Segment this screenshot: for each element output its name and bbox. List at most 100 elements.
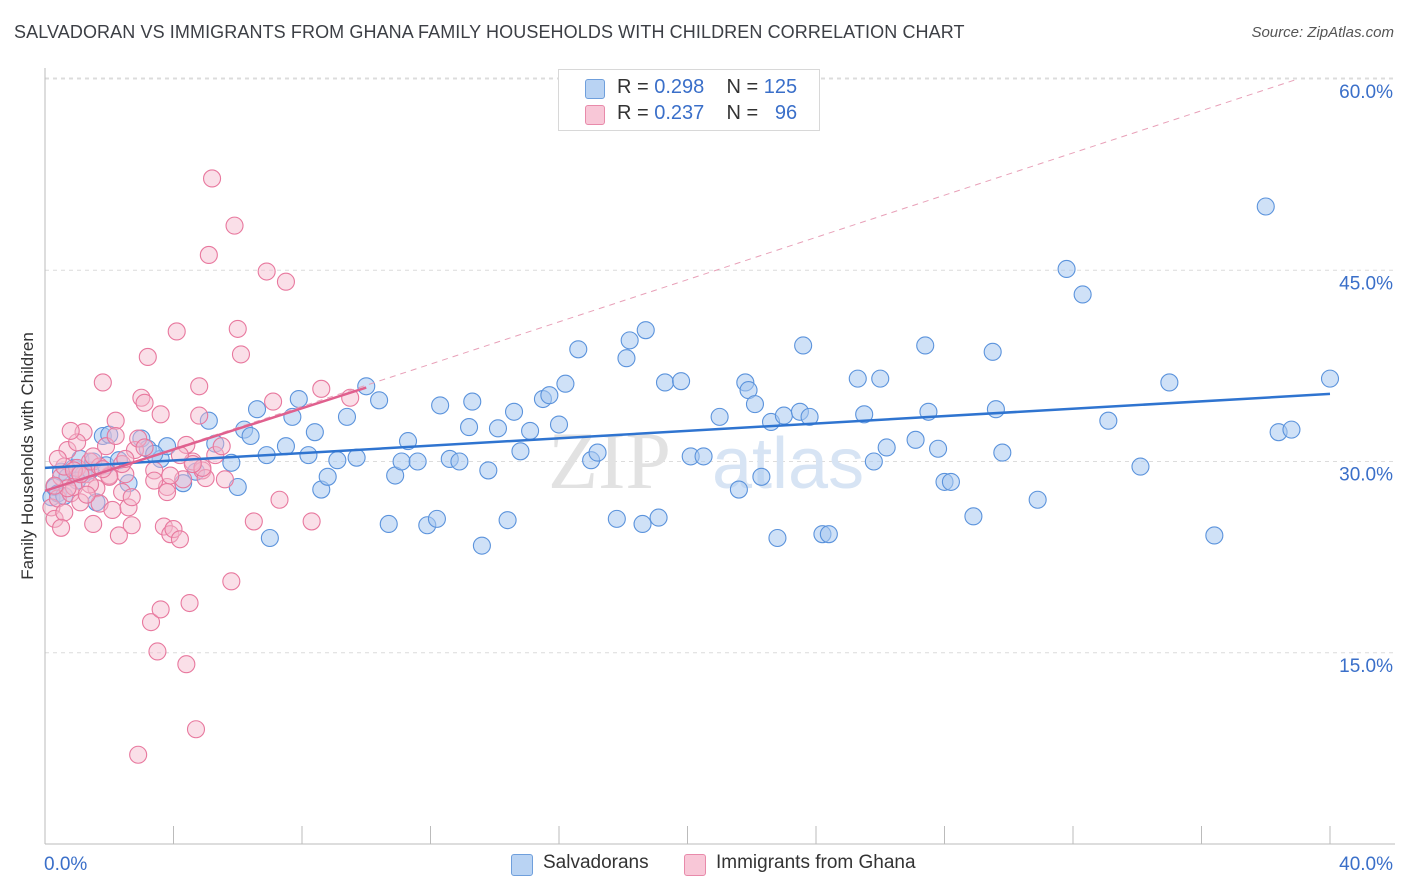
ghana-point: [161, 525, 180, 544]
y-tick-label: 15.0%: [1339, 656, 1393, 677]
ghana-point: [74, 423, 93, 442]
salvadoran-trend-line: [44, 392, 1331, 470]
salvadoran-point: [556, 374, 575, 393]
salvadoran-point: [299, 446, 318, 465]
ghana-point: [244, 512, 263, 531]
n-label: N =: [726, 102, 759, 124]
ghana-point: [276, 272, 295, 291]
salvadoran-point: [768, 528, 787, 548]
salvadoran-point: [871, 369, 890, 388]
salvadoran-point: [305, 423, 324, 442]
ghana-point: [45, 509, 64, 528]
y-tick-label: 60.0%: [1339, 82, 1393, 103]
r-label: R =: [617, 76, 649, 98]
ghana-point: [129, 429, 148, 448]
ghana-point: [135, 393, 154, 412]
ghana-point: [52, 518, 71, 537]
ghana-point: [122, 488, 141, 507]
ghana-point: [138, 347, 157, 367]
salvadoran-point: [672, 372, 691, 391]
ghana-point: [84, 514, 103, 534]
salvadoran-point: [983, 342, 1002, 361]
salvadoran-point: [929, 439, 948, 458]
n-value: 96: [774, 102, 798, 124]
ghana-point: [103, 500, 122, 520]
salvadoran-point: [540, 386, 559, 405]
ghana-point: [106, 426, 125, 446]
salvadoran-point: [472, 536, 491, 555]
ghana-point: [129, 745, 148, 764]
ghana-point: [48, 449, 67, 469]
salvadoran-point: [864, 452, 883, 471]
salvadoran-point: [1028, 490, 1047, 509]
ghana-point: [231, 345, 251, 364]
r-value: 0.237: [654, 102, 705, 124]
legend-swatch-blue: [585, 79, 605, 99]
ghana-point: [180, 593, 199, 613]
r-value: 0.298: [654, 76, 705, 98]
legend-swatch-ghana: [684, 854, 706, 876]
salvadoran-point: [459, 418, 479, 437]
salvadoran-point: [504, 402, 524, 421]
ghana-points: [42, 169, 360, 764]
ghana-point: [203, 169, 222, 188]
salvadoran-point: [855, 405, 874, 424]
salvadorans-points: [42, 197, 1340, 555]
salvadoran-point: [617, 349, 636, 368]
ghana-point: [196, 469, 215, 488]
gridlines: [45, 77, 1395, 654]
salvadoran-point: [636, 321, 655, 340]
salvadoran-point: [848, 369, 867, 388]
salvadoran-point: [745, 395, 765, 414]
ghana-point: [55, 503, 74, 522]
ghana-point: [145, 471, 164, 490]
salvadoran-point: [1320, 369, 1340, 388]
salvadoran-point: [655, 373, 675, 392]
salvadoran-point: [247, 400, 267, 419]
salvadoran-point: [199, 411, 218, 430]
r-label: R =: [617, 102, 649, 124]
ghana-point: [222, 572, 241, 591]
salvadoran-point: [347, 448, 366, 467]
salvadoran-point: [392, 452, 411, 471]
ghana-point: [113, 483, 132, 502]
salvadoran-point: [1282, 420, 1301, 439]
ghana-point: [122, 516, 141, 535]
salvadoran-point: [694, 447, 713, 466]
ghana-point: [109, 526, 128, 545]
ghana-point: [119, 498, 138, 517]
ghana-point: [257, 262, 276, 281]
salvadoran-point: [649, 508, 668, 527]
salvadoran-point: [620, 331, 639, 350]
salvadoran-point: [794, 336, 813, 355]
ghana-point: [190, 377, 209, 396]
ghana-point: [93, 373, 112, 392]
salvadoran-point: [337, 407, 357, 426]
ghana-point: [302, 512, 321, 531]
ghana-point: [312, 379, 331, 398]
ghana-point: [161, 466, 180, 485]
salvadoran-point: [941, 472, 960, 491]
salvadoran-point: [276, 437, 295, 456]
x-tick-label-max: 40.0%: [1339, 854, 1393, 875]
salvadoran-point: [569, 340, 588, 359]
salvadoran-point: [916, 336, 935, 355]
salvadoran-point: [607, 509, 626, 528]
salvadoran-point: [1131, 457, 1150, 476]
ghana-point: [199, 245, 218, 264]
ghana-point: [225, 216, 244, 235]
ghana-point: [270, 490, 289, 509]
salvadoran-point: [488, 419, 508, 438]
salvadoran-point: [511, 442, 530, 461]
x-tick-label-min: 0.0%: [44, 854, 87, 875]
ghana-point: [215, 470, 234, 489]
legend-swatch-pink: [585, 105, 605, 125]
ghana-point: [212, 437, 231, 456]
ghana-point: [186, 720, 206, 739]
ghana-point: [228, 319, 247, 338]
salvadoran-point: [774, 406, 793, 425]
salvadoran-point: [521, 421, 540, 440]
legend-label-ghana: Immigrants from Ghana: [716, 852, 916, 873]
ghana-point: [190, 406, 209, 425]
